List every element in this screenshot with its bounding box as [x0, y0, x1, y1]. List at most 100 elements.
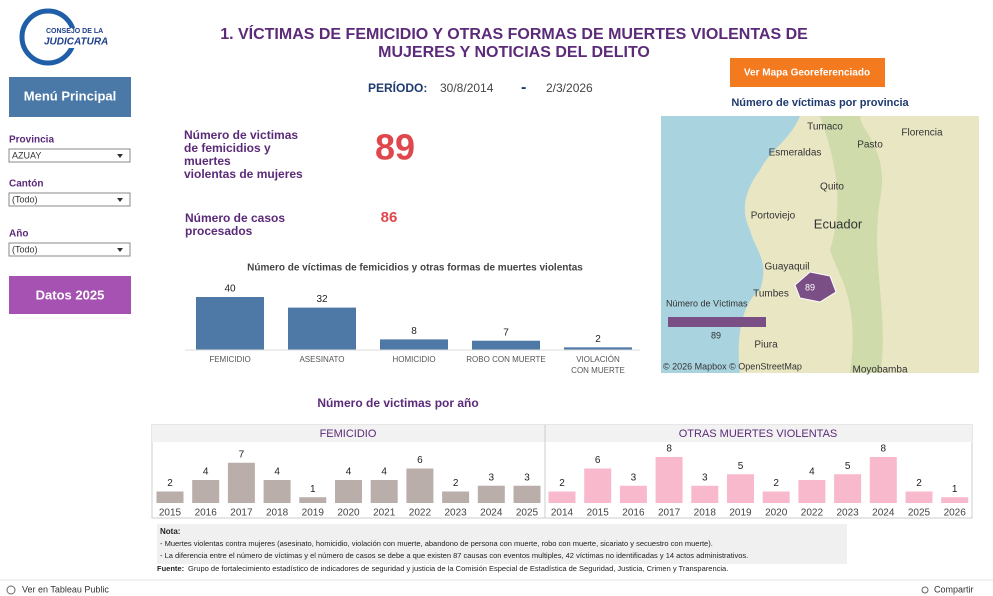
panel-title: FEMICIDIO [320, 428, 377, 440]
filter-label: Año [9, 229, 28, 240]
bar-value-label: 7 [503, 327, 509, 338]
x-tick-label: 2021 [373, 508, 396, 519]
filter-label: Provincia [9, 135, 54, 146]
page-title: MUJERES Y NOTICIAS DEL DELITO [378, 44, 650, 61]
x-tick-label: 2015 [159, 508, 182, 519]
bar-value-label: 2 [595, 334, 601, 345]
tableau-icon [7, 586, 15, 594]
page-title: 1. VÍCTIMAS DE FEMICIDIO Y OTRAS FORMAS … [220, 24, 808, 43]
panel-title: OTRAS MUERTES VIOLENTAS [679, 428, 838, 440]
x-tick-label: 2018 [266, 508, 289, 519]
panel-header [152, 425, 972, 442]
map-place: Florencia [901, 128, 943, 139]
source-text: Grupo de fortalecimiento estadístico de … [188, 564, 728, 573]
x-tick-label: ASESINATO [299, 355, 344, 364]
share-button[interactable]: Compartir [934, 584, 974, 594]
bar [196, 297, 264, 350]
map-place: Tumaco [807, 122, 843, 133]
logo-text: JUDICATURA [44, 37, 108, 48]
bar-value-label: 6 [417, 455, 423, 466]
bar-value-label: 2 [773, 478, 779, 489]
chart-title: Número de víctimas de femicidios y otras… [247, 263, 583, 274]
kpi-value: 89 [375, 127, 415, 168]
bar-value-label: 4 [203, 467, 209, 478]
bar [584, 469, 611, 504]
bar [472, 341, 540, 350]
map-place: Pasto [857, 140, 883, 151]
x-tick-label: 2016 [195, 508, 218, 519]
period-start: 30/8/2014 [440, 81, 494, 95]
bar-value-label: 5 [845, 461, 851, 472]
period-sep: - [521, 79, 526, 96]
x-tick-label: 2025 [516, 508, 539, 519]
bar [157, 492, 184, 504]
bar [288, 308, 356, 350]
bar [906, 492, 933, 504]
bar-value-label: 7 [239, 449, 245, 460]
tableau-link[interactable]: Ver en Tableau Public [22, 584, 109, 594]
bar-value-label: 3 [702, 472, 708, 483]
x-tick-label: 2019 [729, 508, 752, 519]
bar-value-label: 2 [916, 478, 922, 489]
bar-value-label: 3 [631, 472, 637, 483]
notes-heading: Nota: [160, 527, 180, 536]
map-title: Número de víctimas por provincia [731, 97, 909, 109]
bar [549, 492, 576, 504]
bar [941, 497, 968, 503]
bar-value-label: 32 [316, 294, 328, 305]
x-tick-label: 2023 [836, 508, 859, 519]
x-tick-label: 2020 [765, 508, 788, 519]
bar-value-label: 6 [595, 455, 601, 466]
bar [727, 474, 754, 503]
x-tick-label: VIOLACIÓNCON MUERTE [571, 355, 625, 375]
bar [335, 480, 362, 503]
map-legend-title: Número de Víctimas [666, 298, 748, 308]
province-value: 89 [805, 282, 815, 292]
bar-value-label: 2 [453, 478, 459, 489]
bar [192, 480, 219, 503]
bar [870, 457, 897, 503]
bar [656, 457, 683, 503]
share-icon [922, 587, 928, 593]
x-tick-label: HOMICIDIO [392, 355, 435, 364]
x-tick-label: 2014 [551, 508, 574, 519]
bar-value-label: 1 [310, 484, 316, 495]
bar-value-label: 8 [881, 444, 887, 455]
bar [834, 474, 861, 503]
bar-value-label: 4 [274, 467, 280, 478]
map-place: Piura [754, 340, 778, 351]
menu-button-label: Menú Principal [24, 88, 116, 103]
bar [371, 480, 398, 503]
map-button-label: Ver Mapa Georeferenciado [744, 68, 870, 79]
filter-value: (Todo) [12, 244, 38, 254]
bar [478, 486, 505, 503]
map-credit: © 2026 Mapbox © OpenStreetMap [663, 361, 802, 371]
x-tick-label: 2018 [694, 508, 717, 519]
bar-value-label: 8 [411, 326, 417, 337]
bar-value-label: 4 [346, 467, 352, 478]
bar-value-label: 4 [809, 467, 815, 478]
map-place: Esmeraldas [769, 148, 822, 159]
bar-value-label: 3 [524, 472, 530, 483]
bar [763, 492, 790, 504]
x-tick-label: 2015 [587, 508, 610, 519]
x-tick-label: 2024 [480, 508, 503, 519]
x-tick-label: ROBO CON MUERTE [466, 355, 545, 364]
section-title: Número de victimas por año [317, 396, 478, 410]
x-tick-label: 2026 [944, 508, 967, 519]
kpi-label: Número de casos [185, 211, 285, 225]
bar [620, 486, 647, 503]
x-tick-label: 2022 [801, 508, 824, 519]
bar [228, 463, 255, 503]
x-tick-label: 2025 [908, 508, 931, 519]
map-legend-bar [668, 317, 766, 327]
x-tick-label: 2016 [622, 508, 645, 519]
kpi-label: violentas de mujeres [184, 167, 303, 181]
bar-value-label: 2 [167, 478, 173, 489]
x-tick-label: 2024 [872, 508, 895, 519]
x-tick-label: 2017 [658, 508, 681, 519]
bar-value-label: 5 [738, 461, 744, 472]
x-tick-label: 2020 [337, 508, 360, 519]
bar [442, 492, 469, 504]
x-tick-label: FEMICIDIO [209, 355, 250, 364]
